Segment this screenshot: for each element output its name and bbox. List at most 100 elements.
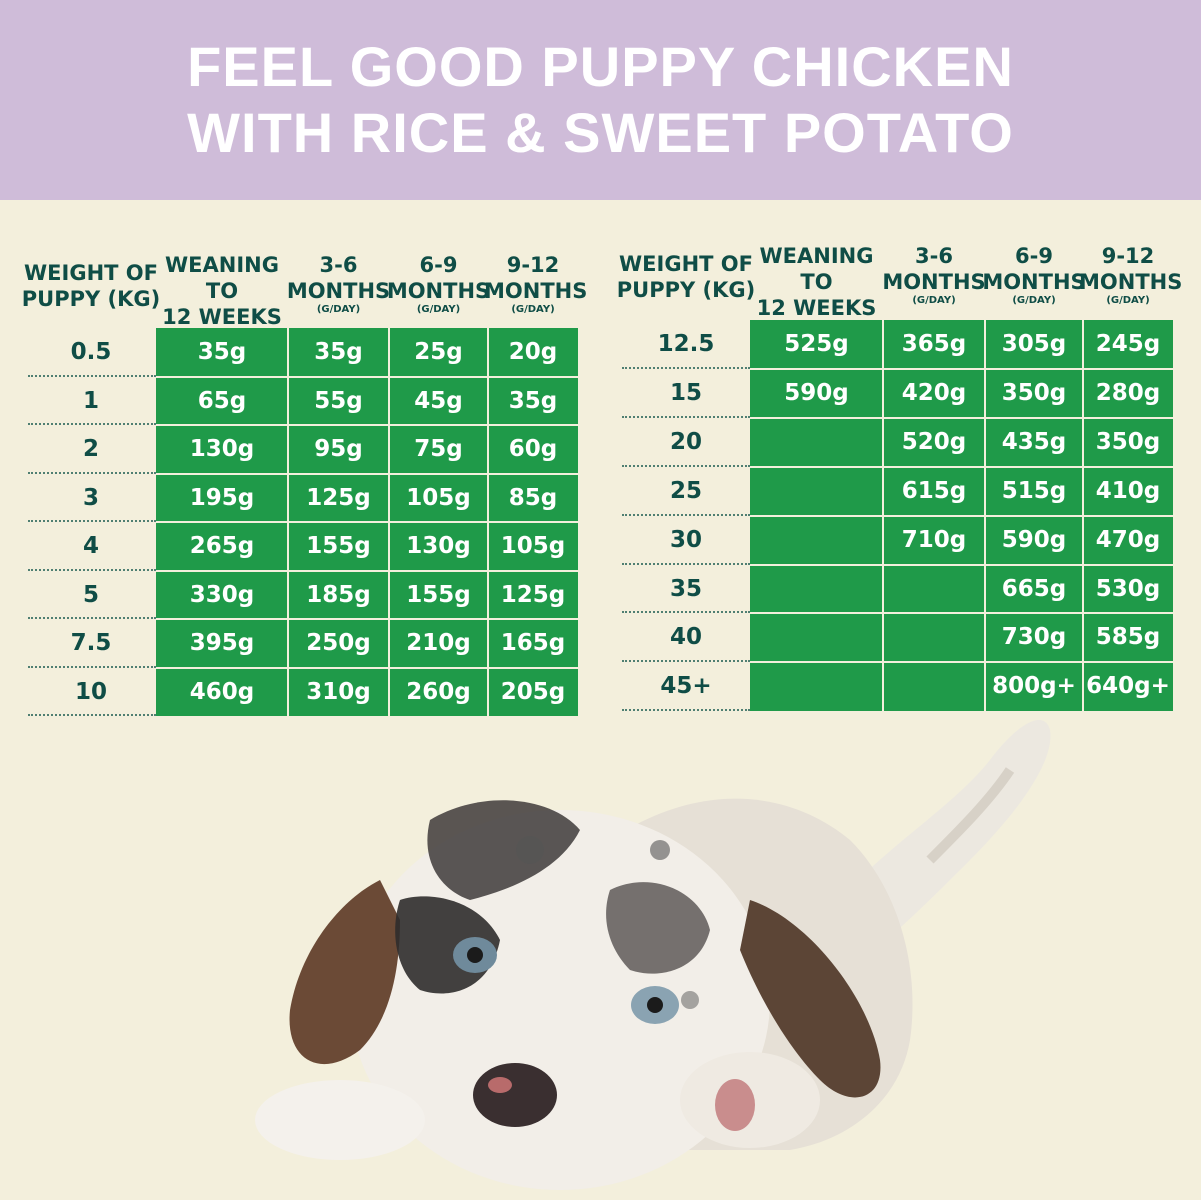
column-header-line: MONTHS (982, 270, 1086, 294)
feeding-amount-cell: 95g (314, 436, 363, 462)
column-header: WEIGHT OF PUPPY (KG) (18, 260, 164, 312)
weight-cell: 7.5 (70, 630, 112, 656)
feeding-amount-cell: 365g (901, 331, 967, 357)
column-header-line: WEIGHT OF (24, 261, 158, 285)
weight-cell: 5 (82, 581, 99, 608)
row-divider (156, 375, 578, 378)
column-header-line: MONTHS (386, 279, 491, 303)
row-divider (750, 612, 1173, 615)
column-header-unit: (G/DAY) (511, 304, 555, 315)
column-header-line: 6-9 (1015, 244, 1053, 268)
row-divider (750, 661, 1173, 664)
feeding-amount-cell: 60g (508, 436, 558, 462)
column-header: 6-9 MONTHS (G/DAY) (981, 243, 1087, 306)
feeding-amount-cell: 530g (1095, 575, 1161, 602)
weight-cell: 4 (82, 533, 99, 559)
feeding-amount-cell: 515g (1001, 477, 1067, 504)
row-dotted-divider (622, 611, 750, 614)
feeding-amount-cell: 420g (901, 379, 967, 406)
title-line-1: FEEL GOOD PUPPY CHICKEN (187, 35, 1014, 98)
weight-cell: 10 (74, 678, 107, 705)
weight-cell: 20 (669, 428, 702, 455)
feeding-amount-cell: 640g+ (1086, 673, 1170, 700)
feeding-amount-cell: 250g (306, 630, 371, 656)
feeding-amount-cell: 130g (406, 533, 471, 559)
weight-cell: 15 (669, 379, 702, 406)
feeding-amount-cell: 125g (306, 484, 371, 511)
feeding-amount-cell (883, 613, 985, 662)
feeding-amount-cell: 35g (197, 339, 247, 365)
feeding-amount-cell: 260g (406, 678, 471, 705)
weight-cell: 25 (669, 477, 702, 504)
row-divider (750, 416, 1173, 419)
weight-cell: 2 (82, 436, 99, 462)
column-header-line: 9-12 (1101, 244, 1155, 268)
row-dotted-divider (622, 415, 750, 418)
feeding-amount-cell: 65g (197, 387, 247, 414)
row-dotted-divider (622, 709, 750, 712)
feeding-amount-cell: 310g (306, 678, 371, 705)
feeding-amount-cell (883, 662, 985, 711)
feeding-amount-cell: 155g (306, 533, 371, 559)
feeding-amount-cell: 585g (1095, 624, 1161, 651)
row-divider (156, 569, 578, 572)
feeding-amount-cell: 410g (1095, 477, 1161, 504)
row-dotted-divider (28, 714, 156, 716)
row-dotted-divider (622, 464, 750, 467)
feeding-amount-cell (750, 662, 883, 711)
column-header-line: PUPPY (KG) (21, 287, 161, 311)
column-header: WEIGHT OF PUPPY (KG) (612, 251, 760, 303)
row-divider (156, 424, 578, 426)
weight-cell: 0.5 (70, 339, 112, 365)
column-header-line: 3-6 (319, 253, 358, 277)
puppy-left-paw (255, 1080, 425, 1160)
column-header-line: PUPPY (KG) (616, 278, 756, 302)
column-header-line: 12 WEEKS (162, 305, 282, 329)
feeding-amount-cell: 25g (414, 339, 463, 365)
feeding-amount-cell: 305g (1001, 331, 1067, 357)
feeding-amount-cell (750, 516, 883, 565)
column-header-line: MONTHS (882, 270, 986, 294)
weight-cell: 12.5 (657, 331, 715, 357)
feeding-amount-cell: 435g (1001, 428, 1067, 455)
weight-cell: 30 (669, 526, 702, 553)
row-dotted-divider (622, 660, 750, 663)
feeding-amount-cell: 710g (901, 526, 967, 553)
feeding-amount-cell: 245g (1095, 331, 1161, 357)
feeding-amount-cell: 155g (406, 581, 471, 608)
feeding-amount-cell: 105g (406, 484, 471, 511)
row-dotted-divider (28, 520, 156, 522)
column-header-line: WEANING TO (759, 244, 874, 294)
feeding-amount-cell (750, 467, 883, 516)
column-header-unit: (G/DAY) (416, 304, 461, 315)
column-header-line: 6-9 (419, 253, 458, 277)
feeding-amount-cell: 55g (314, 387, 363, 414)
feeding-amount-cell: 525g (784, 331, 849, 357)
row-dotted-divider (622, 366, 750, 369)
weight-cell: 1 (82, 387, 99, 414)
row-divider (156, 472, 578, 475)
feeding-amount-cell: 210g (406, 630, 471, 656)
weight-cell: 40 (669, 624, 702, 651)
column-header-line: WEIGHT OF (619, 252, 753, 276)
feeding-amount-cell: 730g (1001, 624, 1067, 651)
weight-cell: 3 (82, 484, 99, 511)
feeding-amount-cell: 75g (414, 436, 463, 462)
feeding-amount-cell (883, 565, 985, 614)
column-header: 3-6 MONTHS (G/DAY) (879, 243, 989, 306)
row-divider (750, 367, 1173, 370)
feeding-amount-cell: 665g (1001, 575, 1067, 602)
feeding-amount-cell: 45g (414, 387, 463, 414)
column-header-unit: (G/DAY) (316, 304, 361, 315)
row-dotted-divider (622, 562, 750, 565)
puppy-illustration (255, 720, 1051, 1190)
feeding-amount-cell: 105g (500, 533, 566, 559)
column-header-unit: (G/DAY) (912, 295, 956, 306)
row-dotted-divider (28, 665, 156, 668)
title-banner: FEEL GOOD PUPPY CHICKEN WITH RICE & SWEE… (0, 0, 1201, 200)
row-dotted-divider (28, 374, 156, 377)
puppy-left-ear (289, 880, 400, 1065)
column-header: 3-6 MONTHS (G/DAY) (284, 252, 393, 315)
